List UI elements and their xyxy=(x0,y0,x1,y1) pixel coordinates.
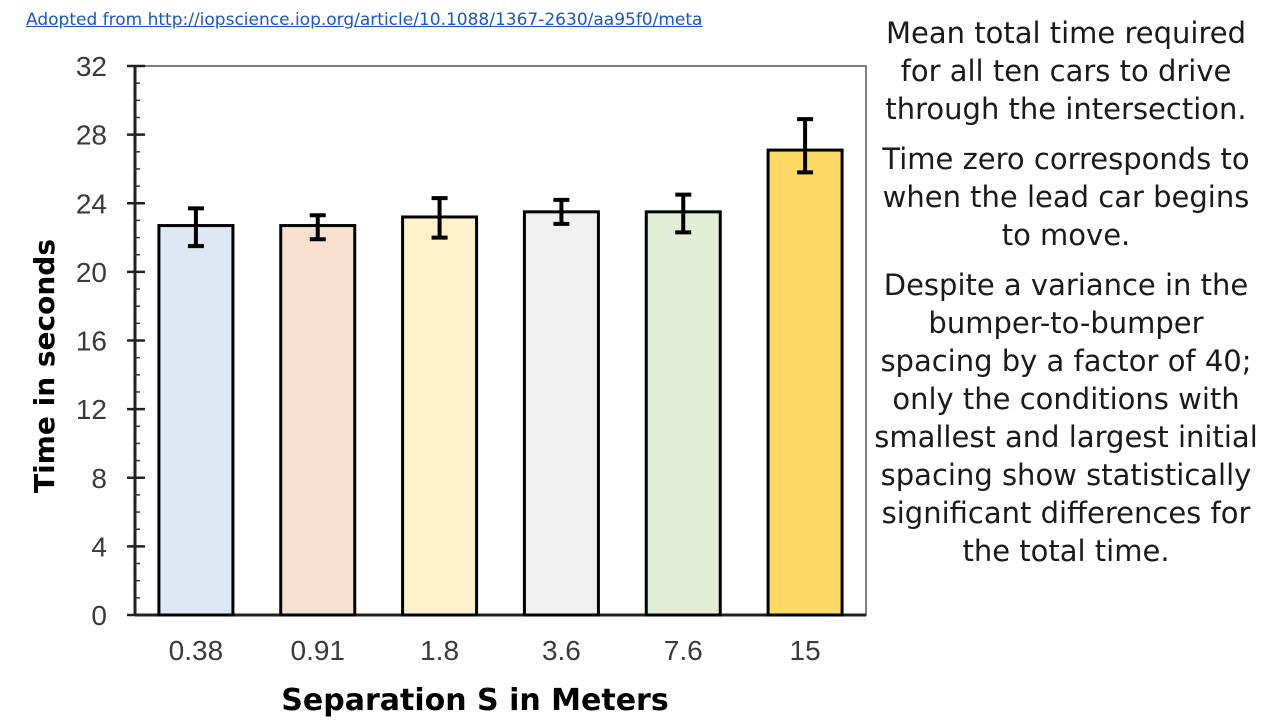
bar xyxy=(279,224,357,617)
y-tick-label: 32 xyxy=(76,51,107,82)
x-tick-label: 0.38 xyxy=(169,635,224,666)
x-tick-label: 7.6 xyxy=(664,635,703,666)
y-tick-label: 0 xyxy=(91,600,107,631)
y-tick-label: 20 xyxy=(76,257,107,288)
x-tick-label: 0.91 xyxy=(291,635,346,666)
note-mean-total-time: Mean total time required for all ten car… xyxy=(885,16,1247,126)
x-tick-label: 1.8 xyxy=(420,635,459,666)
bar xyxy=(522,210,600,617)
plot-frame xyxy=(133,65,867,617)
y-tick-label: 4 xyxy=(91,531,107,562)
bar xyxy=(644,210,722,617)
note-time-zero: Time zero corresponds to when the lead c… xyxy=(882,142,1250,252)
bars xyxy=(157,148,844,617)
error-bars xyxy=(187,117,814,249)
y-tick-label: 24 xyxy=(76,188,107,219)
y-tick-label: 12 xyxy=(76,394,107,425)
bar xyxy=(157,224,235,617)
plot-border xyxy=(134,65,867,616)
y-tick-label: 8 xyxy=(91,463,107,494)
bar-chart: 0 4 8 12 16 20 24 28 32 0.38 0.91 1.8 3.6 7.6 15 Time… xyxy=(28,51,867,718)
source-link[interactable]: Adopted from http://iopscience.iop.org/a… xyxy=(26,10,703,30)
x-axis-labels: 0.38 0.91 1.8 3.6 7.6 15 xyxy=(169,635,821,666)
x-tick-label: 3.6 xyxy=(542,635,581,666)
note-significance: Despite a variance in the bumper-to-bump… xyxy=(874,268,1258,568)
x-tick-label: 15 xyxy=(790,635,821,666)
x-axis-title: Separation S in Meters xyxy=(281,683,668,718)
notes-panel: Mean total time required for all ten car… xyxy=(868,14,1264,582)
y-tick-label: 28 xyxy=(76,120,107,151)
y-axis: 0 4 8 12 16 20 24 28 32 xyxy=(76,51,145,631)
y-axis-title: Time in seconds xyxy=(28,239,61,493)
y-tick-label: 16 xyxy=(76,326,107,357)
bar xyxy=(766,148,844,617)
bar xyxy=(401,215,479,617)
